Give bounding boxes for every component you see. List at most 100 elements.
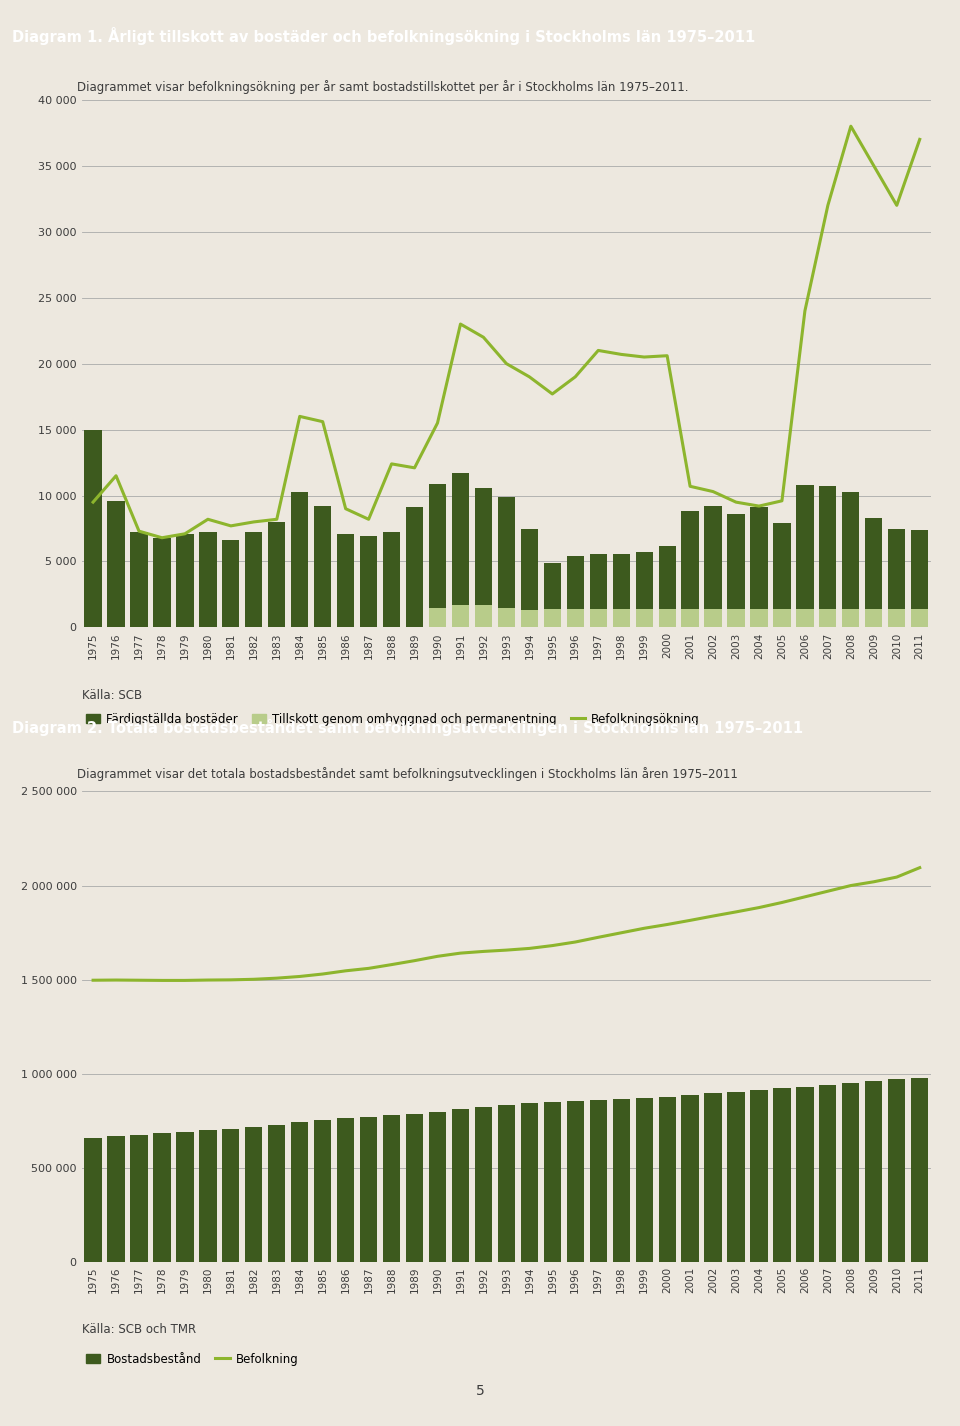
Bar	[842, 1082, 859, 1262]
Bar	[452, 605, 469, 627]
Bar	[842, 492, 859, 627]
Bar	[751, 609, 768, 627]
Bar	[337, 1118, 354, 1262]
Bar	[612, 1099, 630, 1262]
Bar	[819, 1085, 836, 1262]
Bar	[865, 1081, 882, 1262]
Bar	[475, 1107, 492, 1262]
Legend: Färdigställda bostäder, Tillskott genom ombyggnad och permanentning, Befolknings: Färdigställda bostäder, Tillskott genom …	[82, 707, 705, 730]
Bar	[796, 485, 813, 627]
Bar	[705, 506, 722, 627]
Bar	[268, 522, 285, 627]
Bar	[131, 532, 148, 627]
Bar	[84, 429, 102, 627]
Bar	[406, 508, 423, 627]
Bar	[498, 607, 515, 627]
Bar	[589, 553, 607, 627]
Bar	[543, 563, 561, 627]
Bar	[659, 609, 676, 627]
Bar	[245, 1127, 262, 1262]
Bar	[406, 1114, 423, 1262]
Bar	[911, 1078, 928, 1262]
Bar	[452, 1109, 469, 1262]
Bar	[314, 1119, 331, 1262]
Bar	[383, 1115, 400, 1262]
Bar	[774, 609, 790, 627]
Bar	[543, 1102, 561, 1262]
Bar	[888, 529, 905, 627]
Bar	[612, 553, 630, 627]
Text: Diagram 2. Totala bostadsbeståndet samt befolkningsutvecklingen i Stockholms län: Diagram 2. Totala bostadsbeståndet samt …	[12, 719, 803, 736]
Bar	[429, 1112, 446, 1262]
Bar	[728, 1092, 745, 1262]
Bar	[911, 609, 928, 627]
Bar	[796, 1087, 813, 1262]
Bar	[888, 609, 905, 627]
Text: 5: 5	[475, 1383, 485, 1397]
Bar	[383, 532, 400, 627]
Bar	[819, 609, 836, 627]
Bar	[200, 1131, 217, 1262]
Bar	[360, 536, 377, 627]
Bar	[268, 1125, 285, 1262]
Bar	[865, 518, 882, 627]
Bar	[566, 556, 584, 627]
Bar	[774, 523, 790, 627]
Bar	[819, 486, 836, 627]
Bar	[728, 609, 745, 627]
Text: Diagrammet visar det totala bostadsbeståndet samt befolkningsutvecklingen i Stoc: Diagrammet visar det totala bostadsbestå…	[77, 767, 737, 781]
Bar	[589, 609, 607, 627]
Bar	[84, 1138, 102, 1262]
Text: Källa: SCB: Källa: SCB	[82, 689, 142, 702]
Bar	[498, 1105, 515, 1262]
Bar	[612, 609, 630, 627]
Bar	[475, 605, 492, 627]
Bar	[865, 609, 882, 627]
Bar	[154, 1134, 171, 1262]
Bar	[888, 1079, 905, 1262]
Bar	[636, 1098, 653, 1262]
Bar	[543, 609, 561, 627]
Bar	[223, 540, 239, 627]
Bar	[682, 1095, 699, 1262]
Bar	[108, 501, 125, 627]
Bar	[177, 1132, 194, 1262]
Bar	[475, 488, 492, 627]
Bar	[659, 1097, 676, 1262]
Bar	[429, 607, 446, 627]
Bar	[131, 1135, 148, 1262]
Bar	[636, 552, 653, 627]
Bar	[705, 609, 722, 627]
Bar	[566, 1101, 584, 1262]
Bar	[566, 609, 584, 627]
Bar	[314, 506, 331, 627]
Text: Diagrammet visar befolkningsökning per år samt bostadstillskottet per år i Stock: Diagrammet visar befolkningsökning per å…	[77, 80, 688, 94]
Bar	[498, 496, 515, 627]
Bar	[705, 1094, 722, 1262]
Bar	[337, 533, 354, 627]
Text: Källa: SCB och TMR: Källa: SCB och TMR	[82, 1323, 196, 1336]
Bar	[589, 1099, 607, 1262]
Bar	[520, 610, 538, 627]
Bar	[751, 1089, 768, 1262]
Bar	[911, 530, 928, 627]
Bar	[728, 513, 745, 627]
Bar	[520, 529, 538, 627]
Bar	[682, 609, 699, 627]
Bar	[291, 492, 308, 627]
Bar	[154, 538, 171, 627]
Bar	[200, 532, 217, 627]
Bar	[659, 546, 676, 627]
Bar	[177, 533, 194, 627]
Bar	[682, 512, 699, 627]
Bar	[291, 1122, 308, 1262]
Bar	[636, 609, 653, 627]
Bar	[223, 1129, 239, 1262]
Bar	[108, 1137, 125, 1262]
Bar	[452, 473, 469, 627]
Bar	[429, 483, 446, 627]
Legend: Bostadsbestånd, Befolkning: Bostadsbestånd, Befolkning	[82, 1348, 303, 1370]
Bar	[796, 609, 813, 627]
Bar	[842, 609, 859, 627]
Bar	[245, 532, 262, 627]
